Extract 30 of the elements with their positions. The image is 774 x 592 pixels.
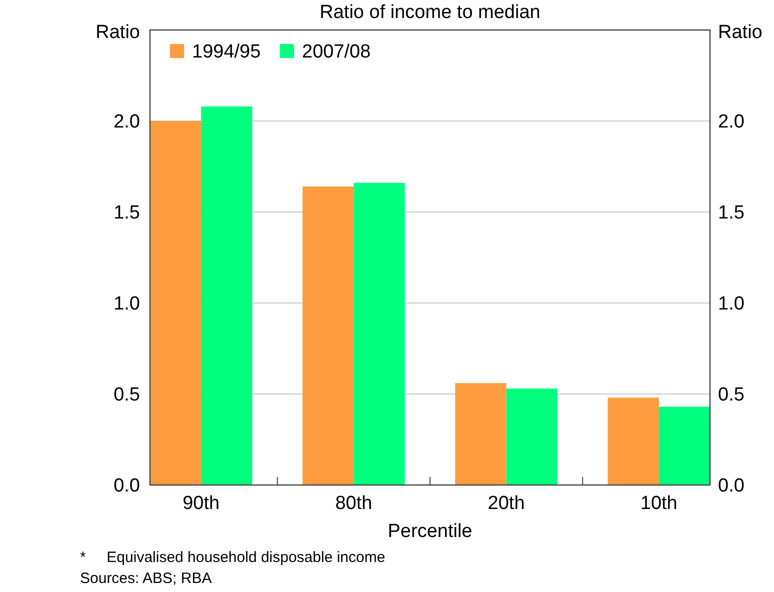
x-tick-label: 90th <box>182 493 220 514</box>
legend-label: 2007/08 <box>302 42 371 63</box>
y-tick-label: 0.0 <box>114 476 140 497</box>
x-axis-title: Percentile <box>388 521 472 542</box>
bar <box>506 388 558 485</box>
y2-tick-label: 0.5 <box>718 384 744 406</box>
bar <box>201 106 252 485</box>
y2-tick-label: 1.5 <box>718 202 744 224</box>
x-tick-label: 80th <box>335 493 372 514</box>
y2-tick-label: 1.0 <box>718 294 744 315</box>
source-note: Sources: ABS; RBA <box>80 570 212 587</box>
x-tick-label: 20th <box>488 493 525 514</box>
legend-label: 1994/95 <box>192 42 261 63</box>
bar <box>150 121 202 485</box>
text: * Equivalised household disposable income <box>80 549 386 566</box>
bar <box>455 383 506 485</box>
bar <box>658 406 710 485</box>
bar <box>354 182 405 485</box>
chart-title: Ratio of income to median <box>320 2 540 23</box>
y2-axis-title: Ratio <box>718 22 762 43</box>
y-axis-title: Ratio <box>96 22 140 43</box>
bar <box>608 398 659 485</box>
x-tick-label: 10th <box>640 493 678 514</box>
y2-tick-label: 0.0 <box>718 476 744 497</box>
y-tick-label: 2.0 <box>114 112 140 133</box>
y2-tick-label: 2.0 <box>718 112 744 133</box>
y-tick-label: 1.5 <box>114 202 140 224</box>
y-tick-label: 1.0 <box>114 294 140 315</box>
y-tick-label: 0.5 <box>114 384 140 406</box>
bar <box>302 186 354 485</box>
